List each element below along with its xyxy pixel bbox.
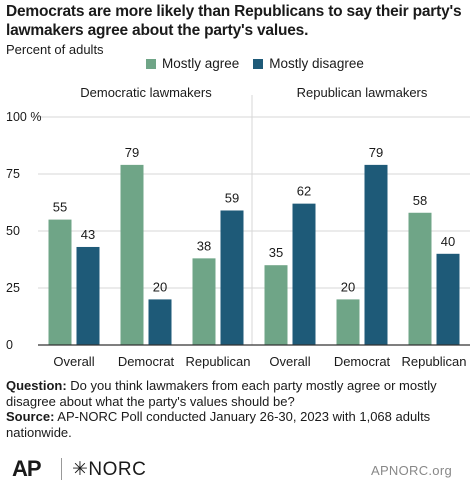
y-tick-label: 100 % [6,110,41,124]
chart-notes: Question: Do you think lawmakers from ea… [6,378,470,440]
norc-logo: ✳NORC [72,459,147,480]
x-tick-label: Republican [185,354,250,369]
x-tick-label: Democrat [334,354,391,369]
x-tick-label: Overall [269,354,310,369]
bar [264,265,288,345]
apnorc-url[interactable]: APNORC.org [370,463,452,478]
source-note: Source: AP-NORC Poll conducted January 2… [6,409,470,440]
data-label: 20 [341,279,355,294]
question-text: Do you think lawmakers from each party m… [6,378,437,409]
legend-item-disagree: Mostly disagree [253,56,364,71]
bar [220,210,244,345]
data-label: 79 [125,145,139,160]
question-label: Question: [6,378,67,393]
legend: Mostly agree Mostly disagree [146,56,378,71]
data-label: 35 [269,245,283,260]
bar [408,212,432,345]
chart-title: Democrats are more likely than Republica… [6,3,462,39]
data-label: 58 [413,193,427,208]
data-label: 38 [197,238,211,253]
bar-chart: 0 25 50 75 100 % Democratic lawmakers 55 43 Over… [6,85,470,369]
source-text: AP-NORC Poll conducted January 26-30, 20… [6,409,431,440]
question-note: Question: Do you think lawmakers from ea… [6,378,470,409]
legend-item-agree: Mostly agree [146,56,239,71]
bar [192,258,216,345]
data-label: 79 [369,145,383,160]
bar [148,299,172,345]
data-label: 20 [153,279,167,294]
legend-label-disagree: Mostly disagree [269,56,364,71]
legend-swatch-agree [146,58,156,69]
data-label: 40 [441,234,455,249]
data-label: 55 [53,200,67,215]
legend-label-agree: Mostly agree [162,56,240,71]
bar [48,219,72,345]
x-tick-label: Republican [401,354,466,369]
bar [436,253,460,345]
y-tick-label: 75 [6,167,20,181]
panel-title: Democratic lawmakers [80,85,212,100]
y-tick-label: 25 [6,281,20,295]
panel-title: Republican lawmakers [297,85,428,100]
y-tick-label: 0 [6,338,13,352]
logo-divider [61,458,62,480]
x-tick-label: Democrat [118,354,175,369]
data-label: 43 [81,227,95,242]
source-label: Source: [6,409,55,424]
y-tick-label: 50 [6,224,20,238]
bar [76,246,100,345]
data-label: 62 [297,184,311,199]
legend-swatch-disagree [253,58,264,69]
bar [364,164,388,345]
bar [336,299,360,345]
ap-logo: AP [12,456,42,481]
x-tick-label: Overall [53,354,94,369]
chart-subtitle: Percent of adults [6,42,104,57]
bar [292,203,316,345]
data-label: 59 [225,190,239,205]
bar [120,164,144,345]
